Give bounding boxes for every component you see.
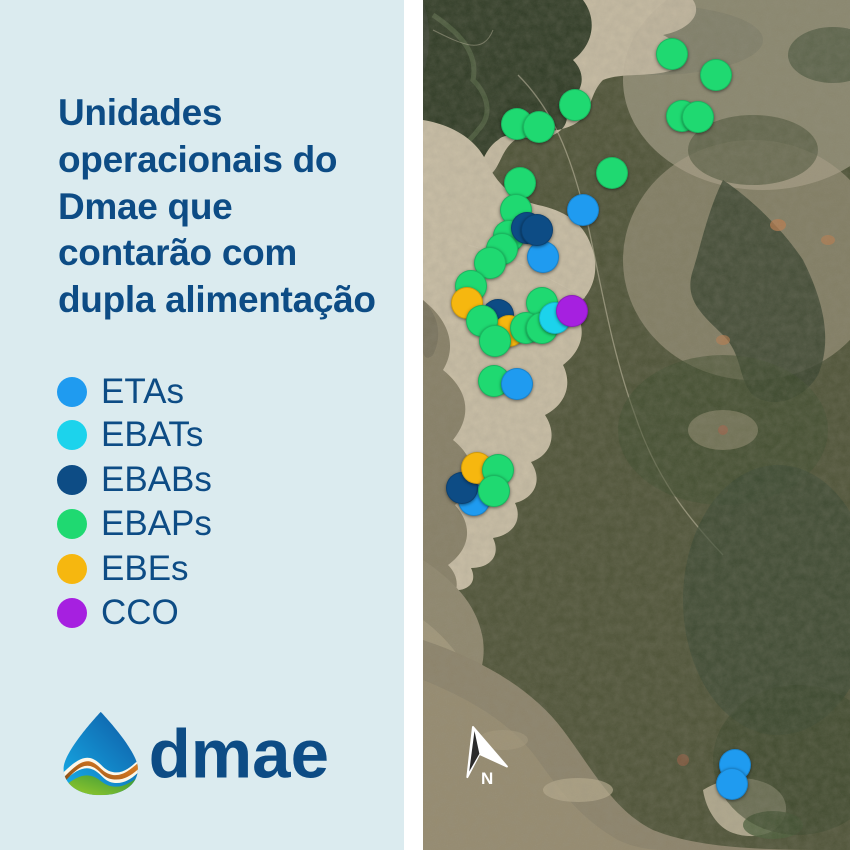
svg-text:dmae: dmae	[149, 714, 329, 792]
svg-text:N: N	[481, 769, 493, 785]
